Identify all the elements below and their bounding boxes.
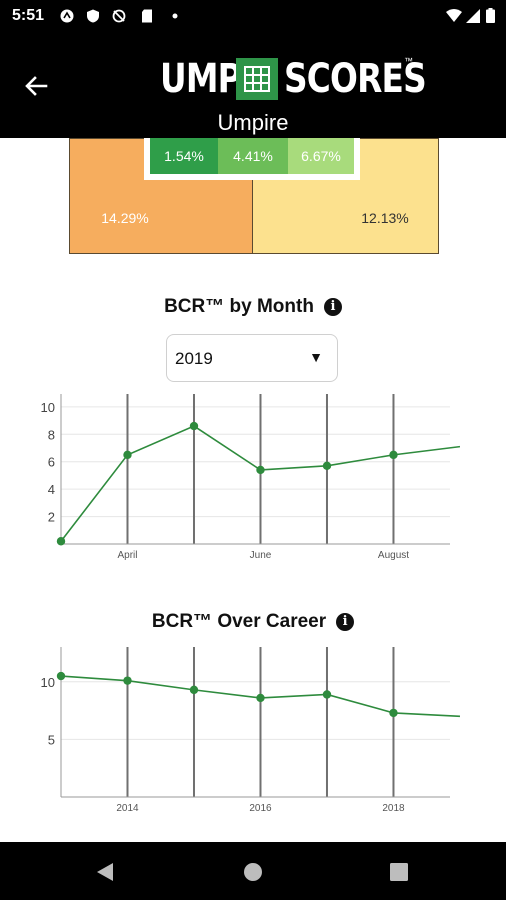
zone-outer-left-value: 14.29% <box>101 210 149 226</box>
page-subtitle: Umpire <box>217 110 289 135</box>
bcr-over-career-chart: 5 10 2014 2016 2018 <box>41 647 460 814</box>
data-point <box>256 465 265 475</box>
bcr-by-month-title-text: BCR™ by Month <box>164 296 314 317</box>
data-point <box>389 450 398 460</box>
y-tick-label: 4 <box>48 482 55 497</box>
logo-word-ump: UMP <box>160 56 242 102</box>
shield-icon <box>87 9 99 23</box>
bcr-over-career-title-text: BCR™ Over Career <box>151 611 327 632</box>
nav-home-icon[interactable] <box>243 862 263 882</box>
logo-word-scores: SCORES <box>284 56 427 102</box>
x-tick-label: June <box>250 550 272 561</box>
year-select[interactable]: 2019 ▼ <box>166 334 338 382</box>
y-tick-label: 10 <box>41 675 55 690</box>
x-tick-label: 2018 <box>382 803 405 814</box>
bcr-over-career-title: BCR™ Over Career i <box>0 611 506 633</box>
dot-icon <box>172 13 178 19</box>
y-tick-label: 6 <box>48 455 55 470</box>
y-tick-label: 5 <box>48 732 55 747</box>
zone-outer-right-value: 12.13% <box>361 210 409 226</box>
dropdown-arrow-icon: ▼ <box>309 349 323 365</box>
zone-inner-cell-2: 4.41% <box>218 138 288 174</box>
year-select-value: 2019 <box>175 349 213 368</box>
data-point <box>123 450 132 460</box>
navigation-bar <box>0 842 506 900</box>
data-point <box>322 690 332 699</box>
x-tick-label: 2014 <box>116 803 139 814</box>
no-sync-icon <box>112 9 126 23</box>
notification-icon <box>60 9 74 23</box>
data-point <box>322 461 332 471</box>
bcr-by-month-title: BCR™ by Month i <box>0 296 506 318</box>
wifi-icon <box>446 9 462 22</box>
x-tick-label: August <box>378 550 409 561</box>
data-point <box>56 537 66 546</box>
status-time: 5:51 <box>12 7 45 24</box>
y-tick-label: 8 <box>48 427 55 442</box>
info-icon[interactable]: i <box>336 613 355 631</box>
sd-card-icon <box>142 9 152 23</box>
y-tick-label: 10 <box>41 400 55 415</box>
bcr-by-month-chart: 2 4 6 8 10 April June August <box>41 394 460 561</box>
zone-inner-cell-3: 6.67% <box>288 138 354 174</box>
back-arrow-icon[interactable] <box>20 70 52 102</box>
y-tick-label: 2 <box>48 510 55 525</box>
status-bar: 5:51 <box>0 0 506 32</box>
battery-icon <box>486 8 495 23</box>
data-point <box>189 421 199 431</box>
nav-back-icon[interactable] <box>96 862 114 882</box>
ump-scores-logo: UMP SCORES ™ <box>160 54 427 104</box>
x-tick-label: 2016 <box>249 803 272 814</box>
strike-zone-logo-icon <box>236 58 278 100</box>
data-point <box>56 671 66 681</box>
zone-inner-cell-1: 1.54% <box>150 138 218 174</box>
data-point <box>189 685 199 695</box>
data-point <box>256 693 265 703</box>
x-tick-label: April <box>117 550 137 561</box>
logo-trademark: ™ <box>404 56 413 66</box>
nav-recents-icon[interactable] <box>390 863 408 881</box>
data-point <box>123 676 132 685</box>
info-icon[interactable]: i <box>323 298 342 316</box>
data-point <box>389 708 398 718</box>
signal-icon <box>466 9 480 23</box>
